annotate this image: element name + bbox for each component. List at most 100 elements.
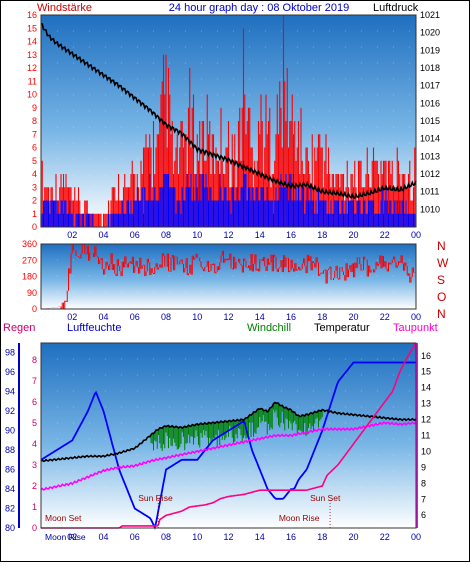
pressure-tick-label: 1014 <box>420 134 440 144</box>
x-tick-label: 20 <box>348 532 358 542</box>
compass-label: O <box>437 290 446 304</box>
direction-tick-label: 0 <box>32 304 37 314</box>
rain-tick-label: 3 <box>32 460 37 470</box>
pressure-tick-label: 1021 <box>420 10 440 20</box>
x-tick-label: 08 <box>161 230 171 240</box>
compass-label: N <box>437 239 446 253</box>
pressure-tick-label: 1017 <box>420 81 440 91</box>
direction-panel-background <box>41 244 416 309</box>
pressure-tick-label: 1015 <box>420 116 440 126</box>
wind-tick-label: 0 <box>32 222 37 232</box>
wind-tick-label: 3 <box>32 182 37 192</box>
temperature-tick-label: 6 <box>421 510 426 520</box>
direction-panel-frame <box>40 243 417 310</box>
pressure-axis-label: Luftdruck <box>373 2 419 14</box>
pressure-tick-label: 1020 <box>420 28 440 38</box>
humidity-tick-label: 92 <box>5 406 15 416</box>
x-tick-label: 10 <box>192 230 202 240</box>
rain-label: Regen <box>3 322 35 334</box>
x-tick-label: 14 <box>255 230 265 240</box>
wind-tick-label: 9 <box>32 103 37 113</box>
wind-tick-label: 13 <box>27 50 37 60</box>
x-tick-label: 00 <box>411 312 421 322</box>
x-tick-label: 00 <box>411 230 421 240</box>
x-tick-label: 02 <box>67 230 77 240</box>
direction-tick-label: 90 <box>27 288 37 298</box>
dewpoint-line <box>40 421 417 491</box>
pressure-tick-label: 1018 <box>420 63 440 73</box>
humidity-label: Luftfeuchte <box>67 322 121 334</box>
humidity-tick-label: 82 <box>5 504 15 514</box>
pressure-tick-label: 1019 <box>420 45 440 55</box>
rain-tick-label: 4 <box>32 439 37 449</box>
moon-rise-label: Moon Rise <box>279 513 320 523</box>
x-tick-label: 16 <box>286 532 296 542</box>
humidity-tick-label: 90 <box>5 426 15 436</box>
x-tick-label: 18 <box>317 532 327 542</box>
pressure-tick-label: 1016 <box>420 98 440 108</box>
humidity-tick-label: 86 <box>5 465 15 475</box>
wind-mean-bars <box>40 160 416 227</box>
rain-tick-label: 7 <box>32 376 37 386</box>
x-tick-label: 16 <box>286 230 296 240</box>
x-tick-label: 20 <box>348 230 358 240</box>
wind-tick-label: 12 <box>27 63 37 73</box>
x-tick-label: 02 <box>67 532 77 542</box>
climate-panel-grid <box>57 358 410 520</box>
x-tick-label: 18 <box>317 312 327 322</box>
direction-panel-grid <box>57 259 410 309</box>
temperature-tick-label: 12 <box>421 415 431 425</box>
sun-rise-label: Sun Rise <box>138 493 173 503</box>
x-tick-label: 06 <box>130 230 140 240</box>
wind-tick-label: 8 <box>32 116 37 126</box>
chart-title: 24 hour graph day : 08 Oktober 2019 <box>169 2 349 14</box>
direction-tick-label: 270 <box>22 255 37 265</box>
temperature-tick-label: 16 <box>421 351 431 361</box>
x-tick-label: 22 <box>380 312 390 322</box>
x-tick-label: 18 <box>317 230 327 240</box>
rain-tick-label: 5 <box>32 418 37 428</box>
moon-set-label: Moon Set <box>45 513 82 523</box>
wind-tick-label: 14 <box>27 37 37 47</box>
x-tick-label: 22 <box>380 532 390 542</box>
dewpoint-label: Taupunkt <box>393 322 438 334</box>
windchill-label: Windchill <box>247 322 291 334</box>
x-tick-label: 04 <box>98 312 108 322</box>
humidity-tick-label: 94 <box>5 387 15 397</box>
humidity-tick-label: 88 <box>5 445 15 455</box>
temperature-tick-label: 15 <box>421 367 431 377</box>
direction-tick-label: 360 <box>22 239 37 249</box>
x-tick-label: 12 <box>223 230 233 240</box>
temperature-tick-label: 7 <box>421 494 426 504</box>
direction-tick-label: 180 <box>22 272 37 282</box>
x-tick-label: 14 <box>255 312 265 322</box>
x-tick-label: 14 <box>255 532 265 542</box>
x-tick-label: 08 <box>161 312 171 322</box>
sun-set-label: Sun Set <box>310 493 341 503</box>
temperature-tick-label: 14 <box>421 383 431 393</box>
wind-tick-label: 5 <box>32 156 37 166</box>
humidity-tick-label: 80 <box>5 523 15 533</box>
compass-label: N <box>437 307 446 321</box>
pressure-tick-label: 1010 <box>420 204 440 214</box>
wind-tick-label: 15 <box>27 23 37 33</box>
compass-label: W <box>437 256 449 270</box>
humidity-tick-label: 96 <box>5 367 15 377</box>
rain-tick-label: 1 <box>32 502 37 512</box>
wind-tick-label: 10 <box>27 90 37 100</box>
wind-direction-trace <box>41 244 416 309</box>
moon-rise-axis-label: Moon Rise <box>45 532 86 542</box>
humidity-tick-label: 98 <box>5 348 15 358</box>
temperature-tick-label: 13 <box>421 399 431 409</box>
x-tick-label: 02 <box>67 312 77 322</box>
rain-tick-label: 2 <box>32 481 37 491</box>
rain-tick-label: 0 <box>32 523 37 533</box>
wind-axis-label: Windstärke <box>37 2 92 14</box>
x-tick-label: 00 <box>411 532 421 542</box>
temperature-tick-label: 8 <box>421 478 426 488</box>
wind-tick-label: 4 <box>32 169 37 179</box>
temperature-tick-label: 10 <box>421 446 431 456</box>
x-tick-label: 22 <box>380 230 390 240</box>
x-tick-label: 20 <box>348 312 358 322</box>
